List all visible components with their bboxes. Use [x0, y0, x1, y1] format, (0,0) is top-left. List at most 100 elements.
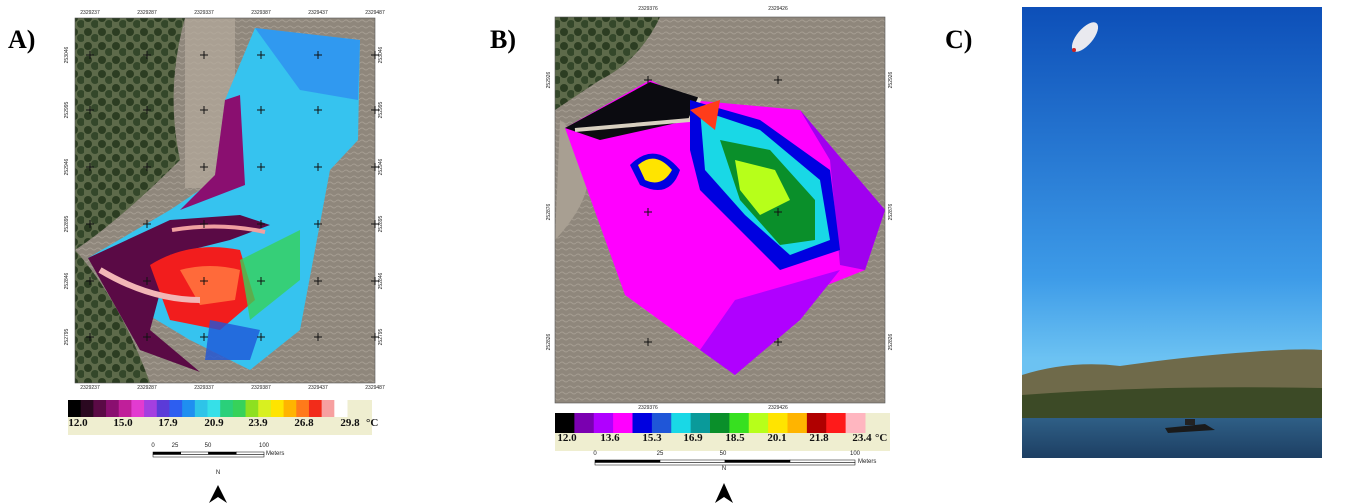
y-coord-label: 252926: [546, 71, 552, 88]
grid-cross: [644, 76, 652, 84]
legend-label: 15.0: [113, 417, 133, 429]
scale-bar: [152, 454, 265, 458]
scale-label: 25: [657, 451, 664, 457]
grid-cross: [86, 51, 94, 59]
legend-swatch: [232, 400, 247, 417]
y-coord-label: 252895: [64, 215, 70, 232]
grid-cross: [200, 163, 208, 171]
grid-cross: [143, 333, 151, 341]
map-b: [554, 16, 886, 404]
map-a: [74, 17, 376, 384]
legend-label: 18.5: [725, 432, 745, 444]
grid-cross: [86, 277, 94, 285]
legend-label: 21.8: [809, 432, 829, 444]
grid-cross: [86, 333, 94, 341]
north-label: N: [216, 470, 220, 476]
legend-swatch: [768, 413, 788, 433]
legend-swatch: [613, 413, 633, 433]
x-coord-label: 2329237: [80, 385, 100, 391]
grid-cross: [371, 51, 379, 59]
x-coord-label: 2329237: [80, 10, 100, 16]
legend-label: 26.8: [294, 417, 314, 429]
grid-cross: [314, 333, 322, 341]
grid-cross: [143, 106, 151, 114]
x-coord-label: 2329426: [768, 405, 788, 411]
grid-cross: [644, 338, 652, 346]
grid-cross: [371, 163, 379, 171]
grid-cross: [143, 163, 151, 171]
x-coord-label: 2329337: [194, 10, 214, 16]
legend-swatch: [845, 413, 866, 433]
scale-bar: [152, 451, 181, 455]
y-coord-label: 252846: [64, 272, 70, 289]
x-coord-label: 2329487: [365, 10, 385, 16]
y-coord-label: 252826: [546, 333, 552, 350]
legend-label: 13.6: [600, 432, 620, 444]
grid-cross: [314, 163, 322, 171]
y-coord-label: 252946: [378, 158, 384, 175]
grid-cross: [257, 277, 265, 285]
legend-swatch: [334, 400, 348, 417]
x-coord-label: 2329337: [194, 385, 214, 391]
legend-swatch: [207, 400, 221, 417]
scale-label: 25: [172, 443, 179, 449]
x-coord-label: 2329287: [137, 10, 157, 16]
legend-swatch: [68, 400, 82, 417]
legend-swatch: [245, 400, 259, 417]
legend-swatch: [156, 400, 170, 417]
grid-cross: [371, 106, 379, 114]
grid-cross: [86, 220, 94, 228]
grid-cross: [774, 208, 782, 216]
x-coord-label: 2329426: [768, 6, 788, 12]
legend-label: 15.3: [642, 432, 662, 444]
legend-swatch: [710, 413, 730, 433]
scale-bar: [659, 459, 726, 463]
grid-cross: [200, 51, 208, 59]
grid-cross: [774, 338, 782, 346]
y-coord-label: 252995: [64, 101, 70, 118]
grid-cross: [257, 163, 265, 171]
y-coord-label: 253046: [64, 46, 70, 63]
scale-bar: [724, 459, 791, 463]
scale-label: 50: [205, 443, 212, 449]
y-coord-label: 252876: [546, 203, 552, 220]
grid-cross: [371, 277, 379, 285]
legend-swatch: [574, 413, 595, 433]
panel-label: A): [8, 25, 35, 54]
north-arrow: [209, 485, 227, 503]
legend-swatch: [118, 400, 132, 417]
legend-label: 12.0: [68, 417, 88, 429]
legend-swatch: [283, 400, 297, 417]
scale-bar: [180, 451, 209, 455]
scale-label: 0: [593, 451, 597, 457]
grid-cross: [200, 106, 208, 114]
grid-cross: [86, 106, 94, 114]
scale-bar: [594, 462, 856, 466]
legend-swatch: [144, 400, 158, 417]
y-coord-label: 252876: [888, 203, 894, 220]
grid-cross: [143, 220, 151, 228]
scale-label: 100: [850, 451, 861, 457]
legend-swatch: [93, 400, 107, 417]
y-coord-label: 252795: [378, 328, 384, 345]
grid-cross: [314, 51, 322, 59]
legend-swatch: [131, 400, 145, 417]
legend-swatch: [593, 413, 614, 433]
legend-swatch: [555, 413, 575, 433]
legend-swatch: [258, 400, 272, 417]
x-coord-label: 2329437: [308, 385, 328, 391]
legend-swatch: [729, 413, 750, 433]
y-coord-label: 252826: [888, 333, 894, 350]
x-coord-label: 2329487: [365, 385, 385, 391]
grid-cross: [200, 277, 208, 285]
grid-cross: [200, 333, 208, 341]
legend-label: 20.1: [767, 432, 786, 444]
legend-label: 12.0: [557, 432, 577, 444]
x-coord-label: 2329287: [137, 385, 157, 391]
scale-bar: [236, 451, 265, 455]
photo-c: [1022, 7, 1322, 458]
grid-cross: [143, 277, 151, 285]
scale-bar: [789, 459, 856, 463]
legend-label: 23.4: [852, 432, 872, 444]
